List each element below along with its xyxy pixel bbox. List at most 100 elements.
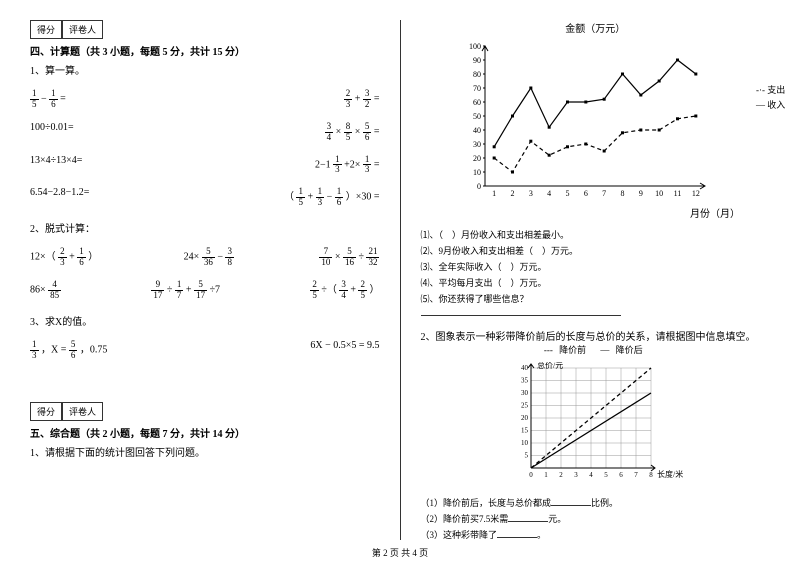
t: 2−1 xyxy=(315,159,331,170)
expr-3b: 2−1 13 +2× 13 = xyxy=(315,155,380,176)
t: × xyxy=(335,252,341,263)
svg-text:90: 90 xyxy=(473,56,481,65)
sub-q2: ⑵、9月份收入和支出相差（ ）万元。 xyxy=(421,244,771,257)
t: − xyxy=(217,252,223,263)
expr-5a: 12×（ 23 + 16 ） xyxy=(30,247,98,268)
expr-7b: 6X − 0.5×5 = 9.5 xyxy=(310,340,379,361)
t: （ xyxy=(284,192,294,203)
op: + xyxy=(355,94,361,105)
left-column: 得分 评卷人 四、计算题（共 3 小题，每题 5 分，共计 15 分） 1、算一… xyxy=(30,20,401,540)
expr-5b: 24× 536 − 38 xyxy=(184,247,234,268)
t: ÷ xyxy=(167,285,173,296)
svg-text:30: 30 xyxy=(521,389,529,397)
t: ） xyxy=(88,252,98,263)
svg-text:长度/米: 长度/米 xyxy=(657,469,683,479)
reviewer-label: 评卷人 xyxy=(62,402,103,421)
svg-text:0: 0 xyxy=(530,471,534,479)
t: 12×（ xyxy=(30,252,56,263)
t: + xyxy=(69,252,75,263)
op: × xyxy=(355,126,361,137)
expr-5c: 710 × 516 ÷ 2132 xyxy=(319,247,379,268)
svg-text:70: 70 xyxy=(473,84,481,93)
expr-6a: 86× 485 xyxy=(30,280,61,301)
expr-7a: 13 ，X = 56 ，0.75 xyxy=(30,340,107,361)
svg-text:5: 5 xyxy=(566,189,570,198)
op: × xyxy=(336,126,342,137)
svg-text:3: 3 xyxy=(529,189,533,198)
legend-before: --- 降价前 xyxy=(544,345,590,355)
svg-text:6: 6 xyxy=(584,189,588,198)
svg-text:50: 50 xyxy=(473,112,481,121)
svg-text:80: 80 xyxy=(473,70,481,79)
score-label: 得分 xyxy=(30,402,62,421)
expr-2a: 100÷0.01= xyxy=(30,122,74,143)
svg-text:8: 8 xyxy=(621,189,625,198)
svg-text:1: 1 xyxy=(492,189,496,198)
t: （1）降价前后，长度与总价都成 xyxy=(421,498,552,508)
svg-text:10: 10 xyxy=(521,439,529,447)
sub-q3: ⑶、全年实际收入（ ）万元。 xyxy=(421,260,771,273)
svg-text:1: 1 xyxy=(545,471,549,479)
svg-text:40: 40 xyxy=(521,364,529,372)
svg-text:4: 4 xyxy=(590,471,594,479)
expr-2b: 34 × 85 × 56 = xyxy=(325,122,380,143)
sub2-q1: （1）降价前后，长度与总价都成 比例。 xyxy=(421,496,771,509)
row-5: 12×（ 23 + 16 ） 24× 536 − 38 710 × 516 ÷ … xyxy=(30,247,380,268)
expr-1a: 15 − 16 = xyxy=(30,89,66,110)
svg-text:12: 12 xyxy=(692,189,700,198)
expr-4a: 6.54−2.8−1.2= xyxy=(30,187,89,208)
svg-text:3: 3 xyxy=(575,471,579,479)
t: 。 xyxy=(537,530,546,540)
row-7: 13 ，X = 56 ，0.75 6X − 0.5×5 = 9.5 xyxy=(30,340,380,361)
q2-text: 2、图象表示一种彩带降价前后的长度与总价的关系，请根据图中信息填空。 xyxy=(421,328,771,343)
t: + xyxy=(350,285,356,296)
right-column: 金额（万元） 010203040506070809010012345678910… xyxy=(401,20,771,540)
sub2-q2: （2）降价前买7.5米需元。 xyxy=(421,512,771,525)
chart1-title: 金额（万元） xyxy=(421,20,771,35)
svg-text:2: 2 xyxy=(511,189,515,198)
t: 24× xyxy=(184,252,200,263)
svg-text:9: 9 xyxy=(639,189,643,198)
t: 比例。 xyxy=(591,498,618,508)
op: − xyxy=(41,94,47,105)
legend-expense: -·- 支出 xyxy=(756,83,785,96)
row-6: 86× 485 917 ÷ 17 + 517 ÷7 25 ÷（ 34 + 25 … xyxy=(30,280,380,301)
t: 降价前 xyxy=(559,345,586,355)
expr-4b: （ 15 + 13 − 16 ）×30 = xyxy=(284,187,380,208)
reviewer-label: 评卷人 xyxy=(62,20,103,39)
t: ÷（ xyxy=(321,285,337,296)
t: + xyxy=(186,285,192,296)
chart1-subquestions: ⑴、（ ）月份收入和支出相差最小。 ⑵、9月份收入和支出相差（ ）万元。 ⑶、全… xyxy=(421,228,771,318)
page: 得分 评卷人 四、计算题（共 3 小题，每题 5 分，共计 15 分） 1、算一… xyxy=(0,0,800,540)
score-label: 得分 xyxy=(30,20,62,39)
answer-line xyxy=(421,308,771,318)
svg-text:10: 10 xyxy=(655,189,663,198)
expr-3a: 13×4÷13×4= xyxy=(30,155,82,176)
t: + xyxy=(307,192,313,203)
svg-text:0: 0 xyxy=(477,182,481,191)
svg-text:30: 30 xyxy=(473,140,481,149)
t: +2× xyxy=(344,159,360,170)
q2-label: 2、脱式计算： xyxy=(30,220,380,235)
section-4-title: 四、计算题（共 3 小题，每题 5 分，共计 15 分） xyxy=(30,43,380,58)
legend-after: — 降价后 xyxy=(600,345,646,355)
expr-1b: 23 + 32 = xyxy=(344,89,380,110)
t: 收入 xyxy=(767,100,785,110)
t: ）×30 = xyxy=(346,192,380,203)
row-4: 6.54−2.8−1.2= （ 15 + 13 − 16 ）×30 = xyxy=(30,187,380,208)
t: ÷ xyxy=(358,252,364,263)
svg-text:20: 20 xyxy=(473,154,481,163)
sub2-q3: （3）这种彩带降了。 xyxy=(421,528,771,541)
legend-income: — 收入 xyxy=(756,98,785,111)
expr-6c: 25 ÷（ 34 + 25 ） xyxy=(310,280,379,301)
svg-text:60: 60 xyxy=(473,98,481,107)
chart2-subquestions: （1）降价前后，长度与总价都成 比例。 （2）降价前买7.5米需元。 （3）这种彩… xyxy=(421,496,771,541)
score-box-4: 得分 评卷人 xyxy=(30,20,380,39)
t: 降价后 xyxy=(616,345,643,355)
svg-text:总价/元: 总价/元 xyxy=(537,362,563,370)
row-1: 15 − 16 = 23 + 32 = xyxy=(30,89,380,110)
page-footer: 第 2 页 共 4 页 xyxy=(0,540,800,559)
svg-text:100: 100 xyxy=(469,42,481,51)
q1-label: 1、算一算。 xyxy=(30,62,380,77)
t: 支出 xyxy=(767,85,785,95)
